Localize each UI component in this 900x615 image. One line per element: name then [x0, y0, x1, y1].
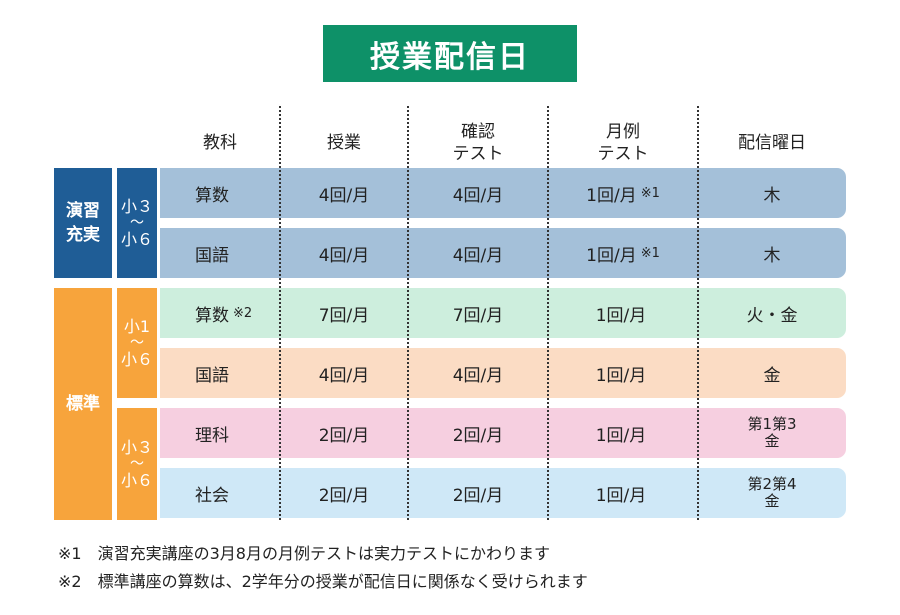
subject-cell: 国語 — [195, 245, 229, 266]
grade-from: 小1 — [123, 317, 151, 336]
jugyo-cell: 4回/月 — [318, 245, 370, 266]
header-subject: 教科 — [203, 133, 237, 153]
footnote-2: ※2 標準講座の算数は、2学年分の授業が配信日に関係なく受けられます — [58, 572, 588, 591]
grade-range-1-6: 小1 ～ 小６ — [117, 288, 157, 398]
kakunin-cell: 2回/月 — [452, 485, 504, 506]
category-hyojun: 標準 — [54, 288, 112, 520]
getsurei-cell: 1回/月 — [595, 365, 647, 386]
column-divider — [279, 106, 281, 520]
column-divider — [407, 106, 409, 520]
subject-cell: 算数 — [195, 185, 229, 206]
getsurei-cell: 1回/月 — [595, 425, 647, 446]
jugyo-cell: 4回/月 — [318, 185, 370, 206]
table-row: 国語 4回/月 4回/月 1回/月 ※1 木 — [160, 228, 846, 278]
grade-to: 小６ — [120, 350, 153, 369]
kakunin-cell: 7回/月 — [452, 305, 504, 326]
column-divider — [547, 106, 549, 520]
delivery-day-cell: 第1第3 金 — [747, 415, 797, 450]
grade-tilde: ～ — [130, 456, 144, 472]
grade-from: 小３ — [120, 197, 153, 216]
column-divider — [697, 106, 699, 520]
header-getsurei-test: 月例 テスト — [597, 122, 649, 164]
header-delivery-day: 配信曜日 — [738, 133, 806, 153]
kakunin-cell: 4回/月 — [452, 365, 504, 386]
delivery-day-cell: 第2第4 金 — [747, 475, 797, 510]
kakunin-cell: 4回/月 — [452, 185, 504, 206]
subject-cell: 理科 — [195, 425, 229, 446]
getsurei-cell: 1回/月 ※1 — [586, 185, 660, 206]
grade-to: 小６ — [120, 471, 153, 490]
table-row: 国語 4回/月 4回/月 1回/月 金 — [160, 348, 846, 398]
table-row: 理科 2回/月 2回/月 1回/月 第1第3 金 — [160, 408, 846, 458]
table-row: 社会 2回/月 2回/月 1回/月 第2第4 金 — [160, 468, 846, 518]
subject-cell: 国語 — [195, 365, 229, 386]
grade-to: 小６ — [120, 230, 153, 249]
grade-range-3-6: 小３ ～ 小６ — [117, 168, 157, 278]
header-jugyo: 授業 — [327, 133, 361, 153]
subject-cell: 社会 — [195, 485, 229, 506]
delivery-day-cell: 木 — [763, 185, 781, 206]
delivery-day-cell: 火・金 — [746, 305, 798, 326]
kakunin-cell: 2回/月 — [452, 425, 504, 446]
grade-tilde: ～ — [130, 335, 144, 351]
subject-cell: 算数 ※2 — [195, 305, 253, 326]
category-enshu-juujitsu: 演習 充実 — [54, 168, 112, 278]
getsurei-cell: 1回/月 — [595, 485, 647, 506]
jugyo-cell: 2回/月 — [318, 425, 370, 446]
table-row: 算数 ※2 7回/月 7回/月 1回/月 火・金 — [160, 288, 846, 338]
jugyo-cell: 4回/月 — [318, 365, 370, 386]
page-title: 授業配信日 — [323, 25, 577, 82]
footnote-1: ※1 演習充実講座の3月8月の月例テストは実力テストにかわります — [58, 544, 550, 563]
header-kakunin-test: 確認 テスト — [452, 122, 504, 164]
getsurei-cell: 1回/月 ※1 — [586, 245, 660, 266]
kakunin-cell: 4回/月 — [452, 245, 504, 266]
jugyo-cell: 7回/月 — [318, 305, 370, 326]
grade-range-3-6: 小３ ～ 小６ — [117, 408, 157, 520]
delivery-day-cell: 金 — [763, 365, 781, 386]
table-row: 算数 4回/月 4回/月 1回/月 ※1 木 — [160, 168, 846, 218]
jugyo-cell: 2回/月 — [318, 485, 370, 506]
grade-tilde: ～ — [130, 215, 144, 231]
getsurei-cell: 1回/月 — [595, 305, 647, 326]
delivery-day-cell: 木 — [763, 245, 781, 266]
grade-from: 小３ — [120, 438, 153, 457]
